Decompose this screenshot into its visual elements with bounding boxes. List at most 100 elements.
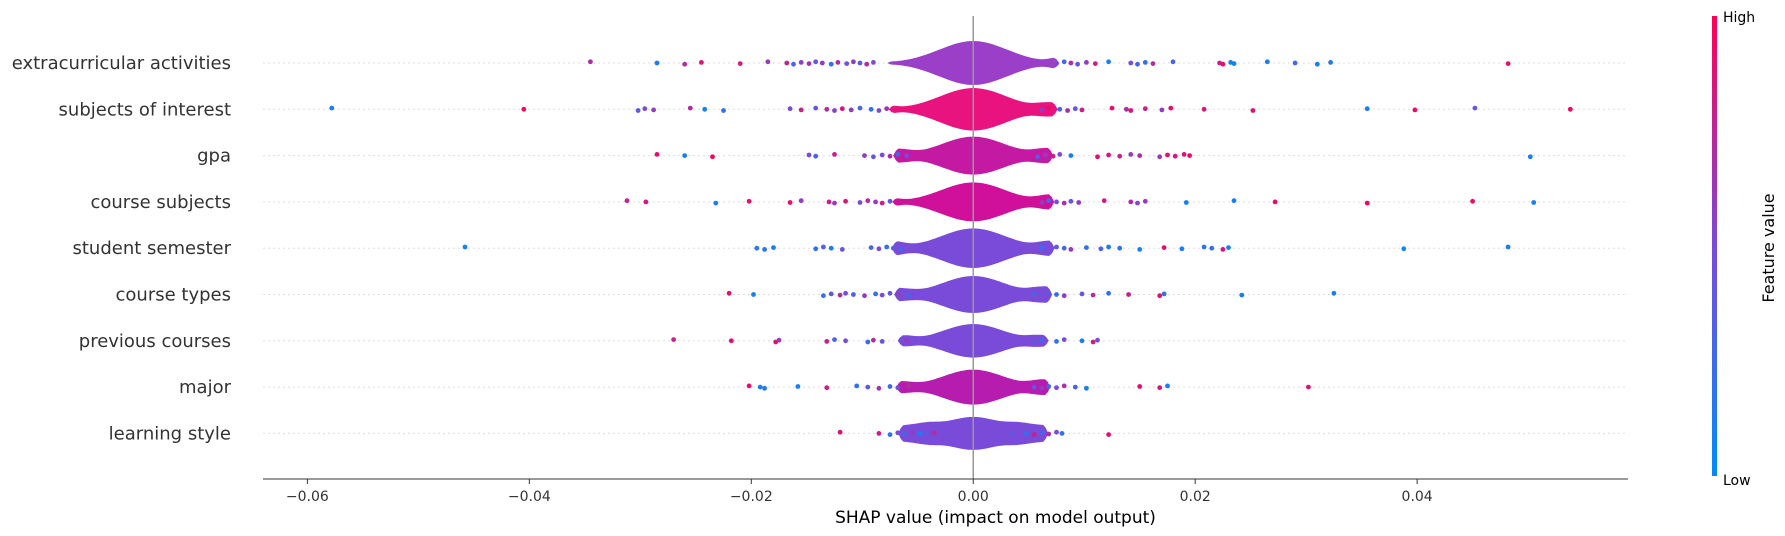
shap-point (887, 198, 893, 204)
shap-point (1054, 61, 1059, 66)
shap-point (1039, 200, 1045, 205)
shap-point (1231, 61, 1237, 66)
shap-point (1024, 431, 1029, 436)
shap-point (1220, 247, 1226, 252)
shap-point (1035, 154, 1040, 160)
colorbar-low-label: Low (1723, 473, 1751, 489)
shap-point (1128, 152, 1134, 157)
shap-point (851, 59, 856, 65)
shap-point (1054, 292, 1059, 297)
x-tick-label: 0.02 (1180, 489, 1211, 505)
shap-point (1061, 245, 1067, 251)
shap-point (839, 247, 845, 252)
shap-point (895, 385, 901, 391)
shap-point (1135, 200, 1140, 206)
shap-point (1031, 339, 1037, 345)
shap-point (776, 337, 782, 343)
shap-point (746, 383, 752, 389)
x-tick-label: 0.04 (1402, 489, 1433, 505)
shap-point (1054, 385, 1059, 391)
shap-point (521, 106, 527, 112)
shap-point (837, 429, 843, 435)
shap-point (1157, 154, 1163, 160)
shap-point (1039, 107, 1045, 113)
shap-point (1472, 105, 1478, 111)
shap-point (1201, 106, 1207, 112)
shap-point (1128, 60, 1134, 66)
shap-point (1039, 385, 1045, 391)
shap-point (642, 106, 648, 112)
shap-point (917, 431, 923, 436)
shap-point (702, 106, 708, 112)
shap-point (1092, 61, 1098, 66)
shap-point (884, 244, 890, 250)
shap-point (1046, 105, 1052, 111)
shap-point (864, 61, 870, 67)
shap-point (1161, 291, 1167, 297)
shap-point (1079, 107, 1085, 113)
shap-point (654, 152, 660, 157)
shap-point (806, 61, 812, 66)
shap-point (787, 106, 793, 112)
shap-point (828, 245, 834, 251)
shap-point (871, 337, 876, 343)
shap-point (1314, 61, 1320, 67)
shap-point (1106, 432, 1111, 437)
shap-point (1505, 244, 1511, 250)
shap-point (1095, 337, 1100, 343)
shap-point (1054, 199, 1059, 205)
shap-point (1117, 245, 1123, 251)
shap-point (813, 246, 819, 252)
shap-point (1159, 107, 1165, 113)
shap-point (746, 198, 752, 204)
shap-point (588, 59, 593, 65)
feature-label: learning style (109, 423, 231, 444)
x-tick-label: −0.06 (286, 489, 329, 505)
shap-point (1226, 245, 1231, 251)
shap-point (1470, 198, 1475, 204)
shap-point (835, 60, 841, 65)
shap-point (821, 293, 826, 299)
shap-point (1068, 153, 1074, 159)
shap-point (868, 106, 874, 112)
shap-point (762, 247, 767, 252)
shap-point (1043, 152, 1048, 158)
shap-point (824, 339, 830, 344)
shap-point (904, 153, 910, 159)
shap-point (879, 339, 885, 344)
feature-label: course types (116, 285, 231, 306)
shap-point (1059, 431, 1065, 436)
shap-point (1201, 244, 1207, 250)
shap-point (843, 290, 848, 296)
shap-point (1231, 198, 1237, 204)
feature-label: extracurricular activities (12, 53, 231, 74)
shap-point (1239, 292, 1245, 298)
shap-point (1095, 154, 1100, 160)
shap-point (832, 200, 837, 206)
x-tick-label: −0.04 (508, 489, 551, 505)
shap-point (857, 60, 863, 66)
shap-point (699, 60, 704, 65)
shap-point (1142, 106, 1148, 112)
shap-point (1072, 106, 1078, 112)
shap-point (1170, 59, 1176, 65)
shap-point (1137, 384, 1143, 389)
shap-point (837, 292, 843, 298)
x-axis-title: SHAP value (impact on model output) (835, 508, 1156, 528)
shap-point (682, 153, 688, 159)
shap-point (1124, 106, 1129, 112)
shap-point (857, 200, 863, 205)
shap-point (895, 152, 901, 157)
shap-point (1106, 290, 1111, 296)
shap-point (1331, 290, 1337, 296)
shap-point (832, 108, 837, 113)
shap-point (654, 60, 660, 66)
shap-point (1057, 152, 1063, 157)
shap-point (1117, 153, 1123, 159)
shap-point (876, 385, 882, 391)
shap-point (1068, 60, 1074, 66)
shap-point (898, 247, 904, 252)
shap-point (762, 385, 767, 391)
colorbar-high-label: High (1723, 10, 1755, 26)
shap-point (1161, 245, 1167, 251)
